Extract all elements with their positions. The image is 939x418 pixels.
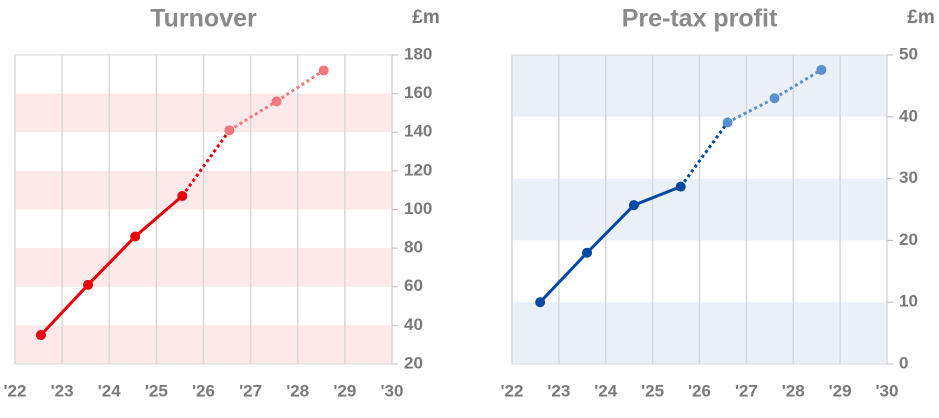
line-segment — [134, 194, 184, 238]
y-tick-label: 100 — [404, 199, 432, 218]
y-tick-label: 20 — [899, 230, 918, 249]
x-tick-label: '28 — [782, 381, 805, 400]
data-point — [582, 247, 592, 258]
data-point — [35, 330, 46, 341]
data-point — [769, 93, 780, 104]
y-tick-label: 60 — [404, 276, 423, 295]
line-segment — [86, 235, 137, 286]
x-tick-label: '29 — [333, 381, 356, 400]
y-tick-label: 50 — [899, 44, 918, 63]
x-tick-label: '24 — [98, 381, 121, 400]
y-tick-label: 40 — [899, 106, 918, 125]
line-segment — [726, 96, 776, 124]
x-tick-label: '27 — [239, 381, 262, 400]
data-point — [271, 96, 282, 107]
y-tick-label: 140 — [404, 122, 432, 141]
data-point — [224, 125, 235, 136]
line-segment — [539, 251, 589, 304]
y-tick-label: 20 — [404, 353, 423, 372]
x-tick-label: '30 — [876, 381, 899, 400]
data-point — [318, 65, 329, 76]
data-point — [83, 279, 94, 290]
x-tick-label: '23 — [51, 381, 74, 400]
line-segment — [679, 121, 729, 188]
y-tick-label: 30 — [899, 168, 918, 187]
line-segment — [181, 129, 231, 197]
data-point — [177, 190, 188, 201]
x-tick-label: '30 — [381, 381, 404, 400]
x-tick-label: '29 — [829, 381, 852, 400]
x-tick-label: '25 — [641, 381, 664, 400]
y-tick-label: 10 — [899, 292, 918, 311]
data-point — [816, 64, 827, 75]
data-point — [535, 297, 546, 308]
line-segment — [585, 204, 635, 254]
data-point — [675, 181, 686, 192]
x-tick-label: '23 — [547, 381, 570, 400]
x-tick-label: '26 — [192, 381, 215, 400]
x-tick-label: '24 — [594, 381, 617, 400]
x-tick-label: '22 — [4, 381, 27, 400]
x-tick-label: '28 — [286, 381, 309, 400]
y-tick-label: 160 — [404, 83, 432, 102]
data-point — [130, 231, 141, 242]
chart-title: Pre-tax profit — [622, 5, 778, 33]
x-tick-label: '27 — [735, 381, 758, 400]
y-tick-label: 0 — [899, 353, 908, 372]
x-tick-label: '25 — [145, 381, 168, 400]
line-segment — [633, 185, 682, 207]
y-tick-label: 180 — [404, 44, 432, 63]
data-point — [628, 200, 639, 211]
y-tick-label: 120 — [404, 160, 432, 179]
unit-label: £m — [412, 7, 439, 28]
data-point — [722, 117, 733, 128]
line-segment — [39, 283, 90, 337]
y-tick-label: 40 — [404, 315, 423, 334]
x-tick-label: '22 — [501, 381, 524, 400]
y-tick-label: 80 — [404, 238, 423, 257]
x-tick-label: '26 — [688, 381, 711, 400]
chart-title: Turnover — [150, 5, 257, 33]
unit-label: £m — [907, 7, 934, 28]
